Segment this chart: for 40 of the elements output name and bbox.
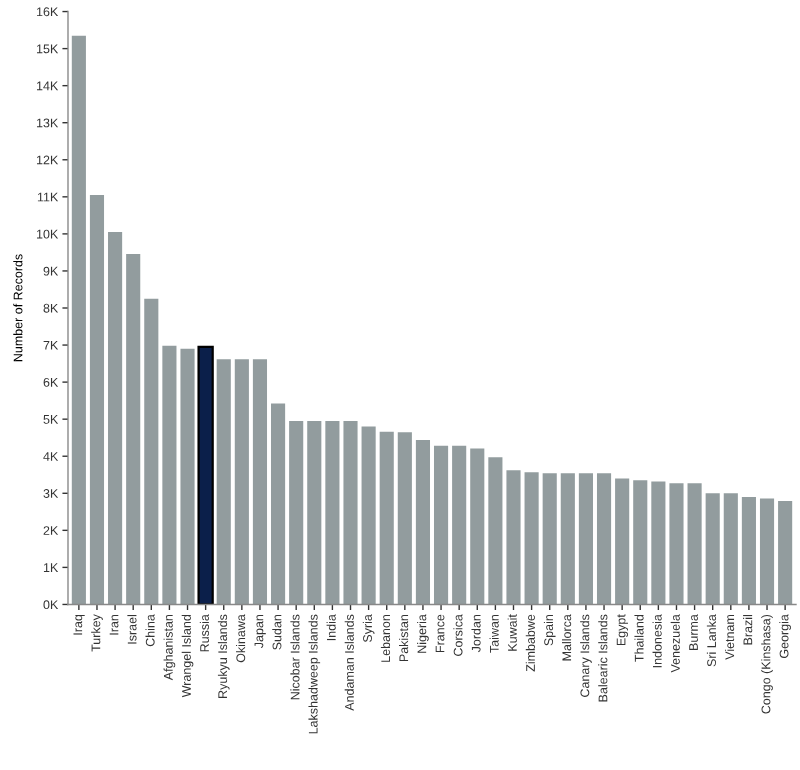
bar	[89, 194, 105, 605]
bar	[433, 445, 449, 605]
bar	[615, 478, 630, 605]
bar	[197, 345, 214, 605]
bar	[488, 457, 503, 605]
bar	[289, 421, 304, 605]
bar	[687, 483, 702, 605]
bar	[180, 348, 195, 605]
bar	[325, 421, 340, 605]
bar	[126, 253, 141, 605]
bar	[397, 432, 412, 605]
bar	[542, 473, 557, 605]
bar	[596, 473, 612, 605]
bar	[144, 298, 159, 605]
bar	[524, 472, 539, 605]
bar	[234, 359, 249, 605]
bar	[162, 345, 177, 605]
bar	[578, 473, 593, 605]
bar	[723, 493, 738, 605]
bar	[506, 470, 521, 605]
bar	[361, 426, 376, 605]
bar	[778, 501, 793, 605]
bar	[379, 431, 394, 605]
bar	[452, 445, 467, 605]
bar	[741, 496, 756, 605]
bar	[470, 448, 485, 605]
bar	[252, 359, 268, 605]
bar	[705, 493, 720, 605]
bar	[633, 480, 648, 605]
bar	[759, 498, 775, 605]
bar	[307, 421, 322, 605]
bar	[415, 439, 431, 605]
bar	[216, 359, 231, 605]
bar	[343, 421, 358, 605]
bar	[71, 35, 86, 605]
bar	[560, 473, 575, 605]
bar	[108, 232, 123, 605]
bar	[271, 403, 286, 605]
bar	[669, 483, 684, 605]
bar	[651, 481, 666, 605]
